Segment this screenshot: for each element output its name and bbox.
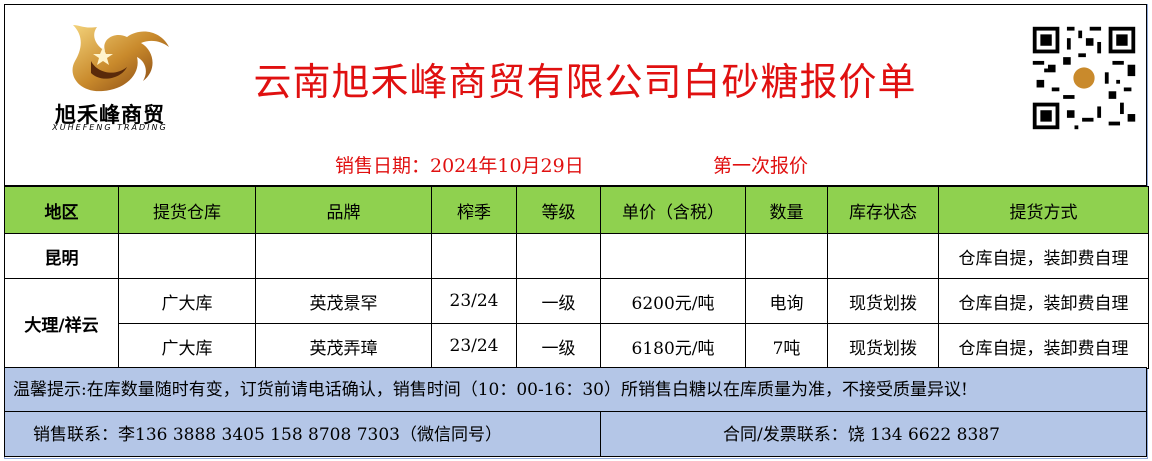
col-header-region: 地区 bbox=[4, 186, 119, 234]
cell-pickup: 仓库自提，装卸费自理 bbox=[938, 233, 1149, 279]
table-header-row: 地区 提货仓库 品牌 榨季 等级 单价（含税） 数量 库存状态 提货方式 bbox=[4, 186, 1149, 234]
logo-emblem-icon bbox=[72, 25, 169, 92]
cell-region: 昆明 bbox=[4, 233, 119, 279]
col-header-warehouse: 提货仓库 bbox=[118, 186, 256, 234]
cell-pickup: 仓库自提，装卸费自理 bbox=[938, 323, 1149, 369]
cell-season: 23/24 bbox=[431, 278, 517, 324]
cell-grade bbox=[516, 233, 601, 279]
cell-brand: 英茂弄璋 bbox=[255, 323, 432, 369]
quote-round: 第一次报价 bbox=[713, 155, 809, 177]
col-header-grade: 等级 bbox=[516, 186, 601, 234]
col-header-price: 单价（含税） bbox=[600, 186, 746, 234]
table-row: 昆明 仓库自提，装卸费自理 bbox=[4, 233, 1149, 279]
logo-chinese-name: 旭禾峰商贸 bbox=[55, 103, 165, 127]
company-logo: 旭禾峰商贸 XUHEFENG TRADING bbox=[45, 17, 175, 135]
cell-price: 6200元/吨 bbox=[600, 278, 746, 324]
cell-warehouse bbox=[118, 233, 256, 279]
price-table: 地区 提货仓库 品牌 榨季 等级 单价（含税） 数量 库存状态 提货方式 昆明 … bbox=[4, 186, 1149, 369]
col-header-stock: 库存状态 bbox=[827, 186, 939, 234]
qr-code-icon bbox=[1029, 23, 1139, 133]
col-header-season: 榨季 bbox=[431, 186, 517, 234]
cell-warehouse: 广大库 bbox=[118, 278, 256, 324]
cell-stock bbox=[827, 233, 939, 279]
table-row: 广大库 英茂弄璋 23/24 一级 6180元/吨 7吨 现货划拨 仓库自提，装… bbox=[5, 323, 1149, 369]
cell-qty: 7吨 bbox=[745, 323, 828, 369]
col-header-qty: 数量 bbox=[745, 186, 828, 234]
cell-price: 6180元/吨 bbox=[600, 323, 746, 369]
cell-stock: 现货划拨 bbox=[827, 323, 939, 369]
cell-grade: 一级 bbox=[516, 278, 601, 324]
cell-grade: 一级 bbox=[516, 323, 601, 369]
cell-pickup: 仓库自提，装卸费自理 bbox=[938, 278, 1149, 324]
col-header-pickup: 提货方式 bbox=[938, 186, 1149, 234]
sales-contact: 销售联系：李136 3888 3405 158 8708 7303（微信同号） bbox=[4, 411, 601, 457]
cell-qty bbox=[745, 233, 828, 279]
cell-qty: 电询 bbox=[745, 278, 828, 324]
logo-english-name: XUHEFENG TRADING bbox=[52, 123, 168, 132]
cell-region: 大理/祥云 bbox=[4, 278, 119, 369]
cell-warehouse: 广大库 bbox=[118, 323, 256, 369]
cell-brand: 英茂景罕 bbox=[255, 278, 432, 324]
quote-header: 旭禾峰商贸 XUHEFENG TRADING 云南旭禾峰商贸有限公司白砂糖报价单 bbox=[4, 4, 1147, 142]
sales-date: 销售日期：2024年10月29日 bbox=[335, 155, 584, 177]
contract-contact: 合同/发票联系：饶 134 6622 8387 bbox=[600, 411, 1147, 457]
date-row: 销售日期：2024年10月29日 第一次报价 bbox=[4, 141, 1147, 186]
col-header-brand: 品牌 bbox=[255, 186, 432, 234]
notice-banner: 温馨提示:在库数量随时有变，订货前请电话确认，销售时间（10：00-16：30）… bbox=[4, 367, 1147, 412]
cell-season bbox=[431, 233, 517, 279]
page-title: 云南旭禾峰商贸有限公司白砂糖报价单 bbox=[253, 60, 917, 104]
cell-season: 23/24 bbox=[431, 323, 517, 369]
cell-stock: 现货划拨 bbox=[827, 278, 939, 324]
cell-price bbox=[600, 233, 746, 279]
table-row: 大理/祥云 广大库 英茂景罕 23/24 一级 6200元/吨 电询 现货划拨 … bbox=[4, 278, 1149, 369]
cell-brand bbox=[255, 233, 432, 279]
